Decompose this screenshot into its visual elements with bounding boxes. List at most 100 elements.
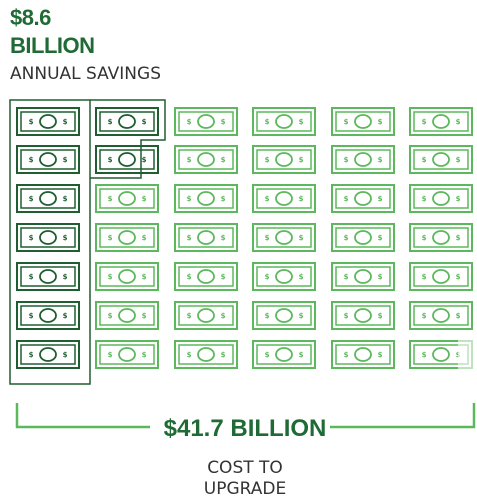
- bill: [252, 107, 316, 136]
- bill-symbol: $: [456, 234, 461, 242]
- bill-symbol: $: [29, 234, 34, 242]
- bill-symbol: $: [299, 273, 304, 281]
- bill-portrait: [354, 191, 372, 206]
- bill-symbol: $: [344, 234, 349, 242]
- bill-inner: [178, 266, 234, 287]
- bill: [409, 107, 473, 136]
- bill-portrait: [118, 308, 136, 323]
- bill-portrait: [39, 114, 57, 129]
- bill-symbol: $: [29, 312, 34, 320]
- bill: [331, 184, 395, 213]
- bill-symbol: $: [378, 273, 383, 281]
- bill-portrait: [432, 230, 450, 245]
- bill-portrait: [432, 152, 450, 167]
- bill-portrait: [39, 347, 57, 362]
- bill-portrait: [118, 269, 136, 284]
- bill-symbol: $: [378, 351, 383, 359]
- bill-symbol: $: [29, 156, 34, 164]
- bill-symbol: $: [108, 195, 113, 203]
- bill: [331, 223, 395, 252]
- bill-inner: [99, 266, 155, 287]
- bill-inner: [99, 344, 155, 365]
- bill: [409, 262, 473, 291]
- bill: [252, 145, 316, 174]
- bill-symbol: $: [422, 195, 427, 203]
- bill: [409, 301, 473, 330]
- bill: [16, 301, 80, 330]
- cost-amount: $41.7 BILLION: [164, 415, 327, 442]
- bill-inner: [335, 344, 391, 365]
- bill-inner: [20, 305, 76, 326]
- bill: [331, 340, 395, 369]
- bill-symbol: $: [221, 195, 226, 203]
- savings-amount: $8.6: [10, 5, 51, 30]
- bill-symbol: $: [299, 351, 304, 359]
- bill-portrait: [275, 152, 293, 167]
- bill-inner: [335, 111, 391, 132]
- bill-inner: [20, 227, 76, 248]
- bill-inner: [256, 111, 312, 132]
- bill-portrait: [275, 269, 293, 284]
- bill-symbol: $: [142, 351, 147, 359]
- bill: [174, 340, 238, 369]
- bill-inner: [178, 227, 234, 248]
- bill-symbol: $: [299, 156, 304, 164]
- bill-portrait: [354, 308, 372, 323]
- bill-symbol: $: [422, 351, 427, 359]
- bill-symbol: $: [29, 195, 34, 203]
- bill-inner: [256, 188, 312, 209]
- savings-outline: [90, 99, 166, 179]
- bill-symbol: $: [344, 351, 349, 359]
- bill-symbol: $: [456, 156, 461, 164]
- bill-inner: [99, 111, 155, 132]
- bill-symbol: $: [265, 234, 270, 242]
- savings-outline: [9, 99, 91, 385]
- bill: [95, 145, 159, 174]
- bill-symbol: $: [63, 118, 68, 126]
- bill-portrait: [197, 191, 215, 206]
- bill-portrait: [197, 269, 215, 284]
- bill-portrait: [275, 114, 293, 129]
- bill-portrait: [118, 152, 136, 167]
- bill-symbol: $: [108, 234, 113, 242]
- bill-inner: [256, 305, 312, 326]
- bill-symbol: $: [378, 118, 383, 126]
- bill-portrait: [432, 347, 450, 362]
- bill-portrait: [39, 269, 57, 284]
- bill-symbol: $: [142, 312, 147, 320]
- bill-symbol: $: [187, 273, 192, 281]
- bill: [95, 223, 159, 252]
- bill-portrait: [354, 152, 372, 167]
- bill-portrait: [275, 347, 293, 362]
- bill-symbol: $: [299, 118, 304, 126]
- bill-symbol: $: [378, 312, 383, 320]
- bill-portrait: [118, 191, 136, 206]
- bill-portrait: [432, 114, 450, 129]
- bill: [95, 107, 159, 136]
- bill-portrait: [39, 230, 57, 245]
- bill-symbol: $: [142, 156, 147, 164]
- bill-inner: [256, 227, 312, 248]
- bill: [16, 223, 80, 252]
- bill: [16, 107, 80, 136]
- bill-symbol: $: [221, 312, 226, 320]
- bill: [95, 301, 159, 330]
- bill-inner: [178, 149, 234, 170]
- bill-symbol: $: [142, 195, 147, 203]
- bill-symbol: $: [299, 195, 304, 203]
- bill-portrait: [39, 191, 57, 206]
- bill-symbol: $: [344, 195, 349, 203]
- bill-inner: [178, 188, 234, 209]
- bill-symbol: $: [187, 195, 192, 203]
- bill-inner: [413, 188, 469, 209]
- cost-label: COST TO: [207, 458, 283, 478]
- bill-inner: [20, 344, 76, 365]
- bill-portrait: [118, 230, 136, 245]
- bill-inner: [413, 227, 469, 248]
- bill-inner: [335, 227, 391, 248]
- bill-symbol: $: [456, 118, 461, 126]
- savings-label: ANNUAL SAVINGS: [10, 64, 161, 84]
- bill-inner: [178, 305, 234, 326]
- bill: [331, 145, 395, 174]
